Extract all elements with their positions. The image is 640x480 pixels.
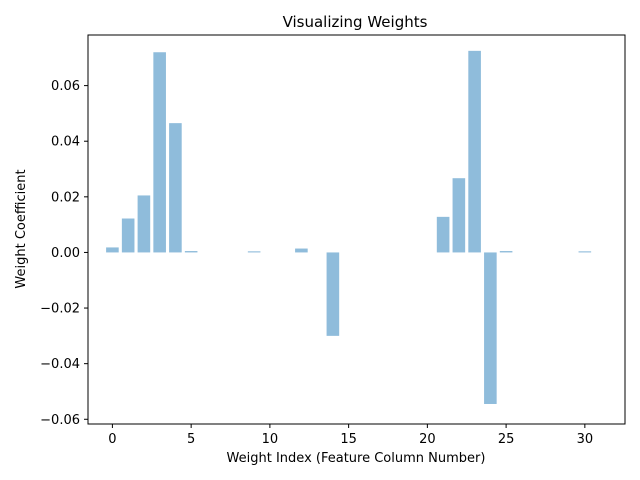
y-axis-ticks: −0.06 −0.04 −0.02 0.00 0.02 0.04 0.06 [40,79,88,428]
y-tick-label: −0.06 [40,413,80,428]
x-tick-label: 10 [262,432,279,447]
bar-24 [484,252,497,404]
bar-30 [578,251,592,253]
y-tick-label: −0.04 [40,357,80,372]
bar-25 [499,251,513,253]
x-axis-ticks: 0 5 10 15 20 25 30 [108,424,593,447]
x-tick-label: 20 [419,432,436,447]
plot-frame [87,34,626,425]
bar-23 [468,50,481,253]
x-tick-label: 15 [340,432,357,447]
bar-2 [137,195,151,253]
x-tick-label: 5 [187,432,195,447]
y-tick-label: 0.06 [51,79,80,94]
chart-title: Visualizing Weights [283,13,428,31]
x-axis-label: Weight Index (Feature Column Number) [227,451,486,466]
y-tick-label: 0.04 [51,135,80,150]
x-tick-label: 30 [577,432,594,447]
bars-group [106,50,592,404]
y-tick-label: 0.02 [51,190,80,205]
bar-22 [452,178,466,253]
bar-5 [184,251,198,253]
bar-0 [106,247,119,253]
bar-14 [326,252,340,336]
x-tick-label: 25 [498,432,515,447]
y-axis-label: Weight Coefficient [14,169,29,288]
y-tick-label: −0.02 [40,302,80,317]
bar-4 [169,123,182,253]
bar-12 [295,248,308,253]
x-tick-label: 0 [108,432,116,447]
bar-9 [247,251,261,253]
bar-3 [153,52,166,253]
bar-21 [436,216,450,253]
bar-1 [121,218,135,253]
y-tick-label: 0.00 [51,246,80,261]
